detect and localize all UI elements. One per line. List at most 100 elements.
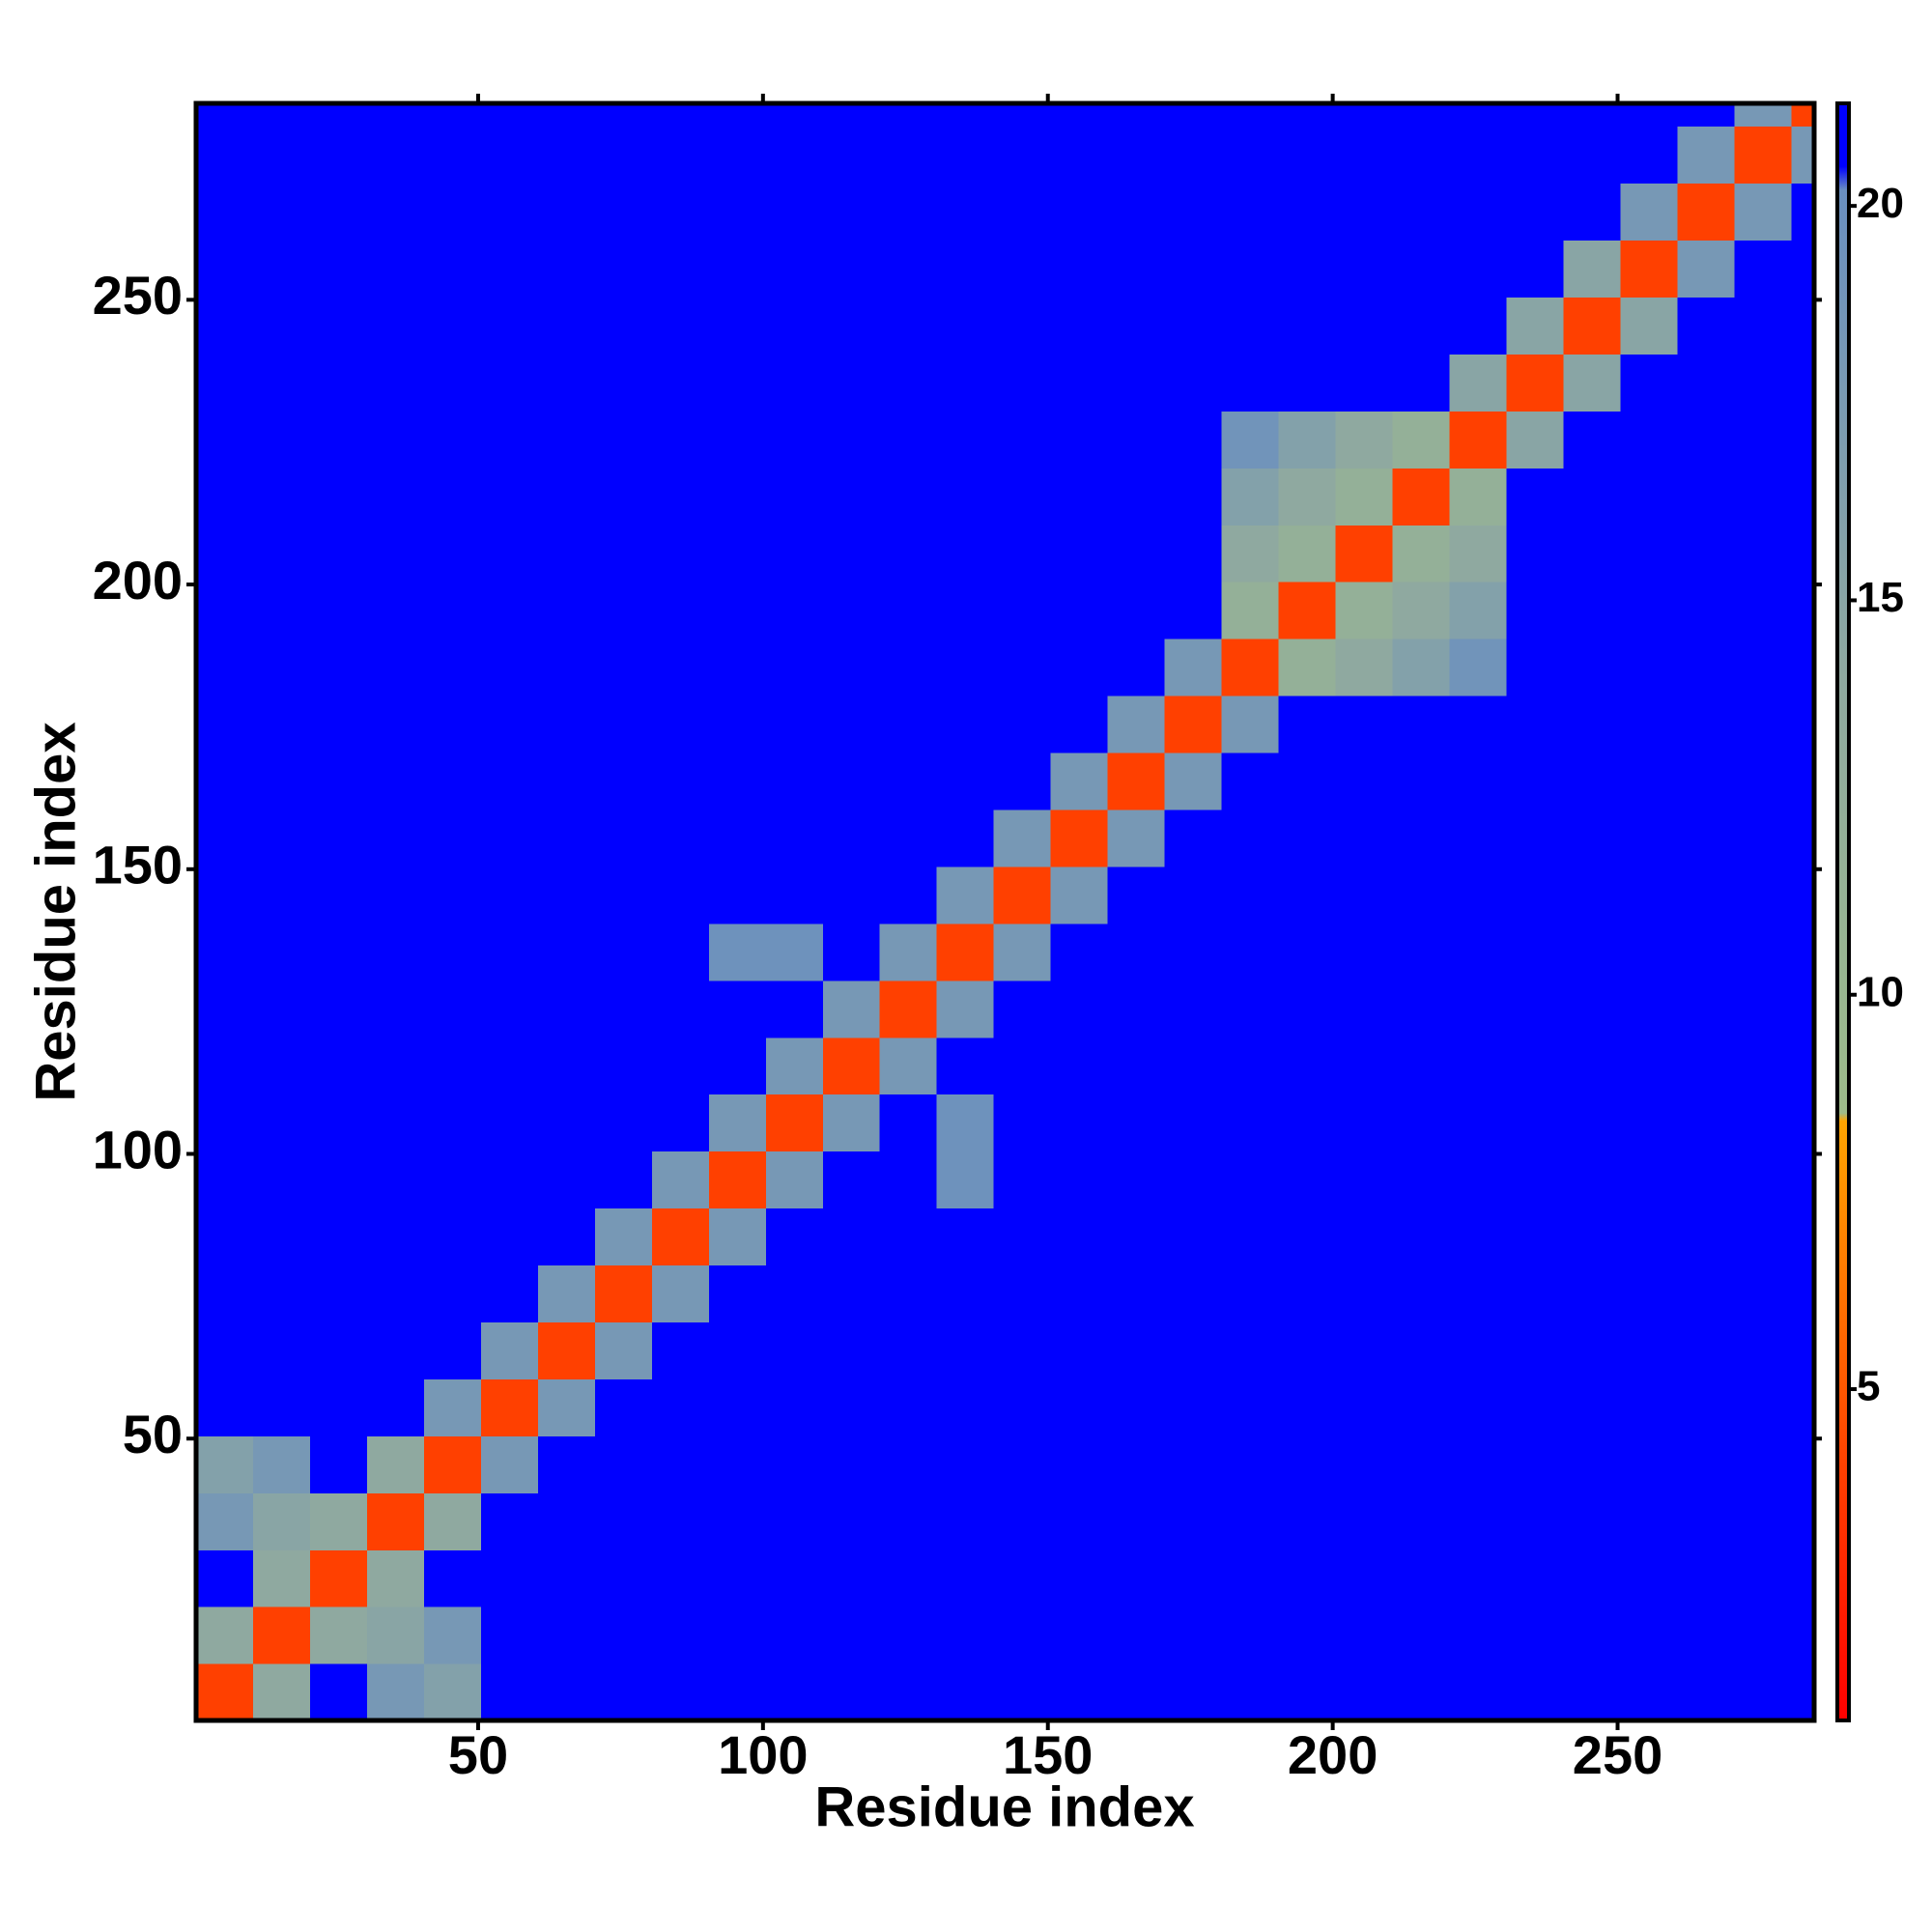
heat-cell [1563, 1492, 1622, 1550]
heat-cell [480, 411, 539, 469]
heat-cell [879, 752, 938, 810]
heat-cell [1791, 582, 1815, 639]
heat-cell [423, 980, 482, 1038]
heat-cell [1449, 1264, 1508, 1322]
heat-cell [1620, 1492, 1679, 1550]
heat-cell [1335, 1264, 1394, 1322]
heat-cell [765, 297, 824, 355]
heat-cell [765, 1094, 824, 1152]
heat-cell [537, 752, 596, 810]
x-tick-label: 150 [1003, 1724, 1093, 1785]
heat-cell [537, 1151, 596, 1209]
heat-cell [708, 411, 767, 469]
heat-cell [1734, 923, 1793, 981]
heat-cell [366, 1151, 425, 1209]
heat-cell [1221, 297, 1280, 355]
heat-cell [537, 183, 596, 242]
heat-cell [366, 1264, 425, 1322]
heat-cell [1677, 1378, 1736, 1436]
heat-cell [1563, 1435, 1622, 1493]
heat-cell [480, 1037, 539, 1095]
heat-cell [651, 1208, 710, 1266]
heat-cell [1506, 809, 1565, 867]
heat-cell [1620, 1094, 1679, 1152]
heat-cell [936, 809, 995, 867]
heat-cell [594, 103, 653, 128]
heat-cell [822, 1492, 881, 1550]
heat-cell [423, 354, 482, 412]
heat-cell [936, 411, 995, 469]
heat-cell [1335, 468, 1394, 526]
heat-cell [480, 103, 539, 128]
heat-cell [1506, 1492, 1565, 1550]
heat-cell [1335, 980, 1394, 1038]
heat-cell [1164, 980, 1223, 1038]
heat-cell [822, 1435, 881, 1493]
heat-cell [423, 240, 482, 298]
heat-cell [1107, 525, 1166, 582]
y-tick-label: 250 [93, 265, 183, 326]
heat-cell [1734, 1321, 1793, 1379]
heat-cell [1677, 1492, 1736, 1550]
heat-cell [480, 809, 539, 867]
heat-cell [879, 1151, 938, 1209]
heat-cell [708, 240, 767, 298]
heat-cell [1107, 1549, 1166, 1607]
heat-cell [480, 126, 539, 185]
heat-cell [1392, 752, 1451, 810]
heat-cell [423, 1321, 482, 1379]
heat-cell [879, 639, 938, 696]
heat-cell [1677, 1208, 1736, 1266]
heat-cell [252, 1037, 311, 1095]
heat-cell [651, 1492, 710, 1550]
heat-cell [1563, 752, 1622, 810]
heat-cell [708, 1264, 767, 1322]
heat-cell [1107, 126, 1166, 185]
heat-cell [252, 1435, 311, 1493]
heat-cell [708, 1094, 767, 1152]
heat-cell [651, 1606, 710, 1664]
y-axis-title: Residue index [24, 722, 87, 1101]
heat-cell [936, 1492, 995, 1550]
heat-cell [1734, 1037, 1793, 1095]
heat-cell [1164, 1321, 1223, 1379]
heat-cell [1563, 1208, 1622, 1266]
heat-cell [651, 639, 710, 696]
heat-cell [879, 468, 938, 526]
heat-cell [309, 1435, 368, 1493]
heat-cell [309, 1606, 368, 1664]
heat-cell [1449, 1549, 1508, 1607]
heat-cell [309, 1037, 368, 1095]
heat-cell [1791, 923, 1815, 981]
heat-cell [993, 1549, 1052, 1607]
heat-cell [936, 696, 995, 753]
heat-cell [1449, 1151, 1508, 1209]
heat-cell [1164, 468, 1223, 526]
heat-cell [252, 1321, 311, 1379]
heat-cell [1221, 354, 1280, 412]
heat-cell [936, 1264, 995, 1322]
heat-cell [1050, 866, 1109, 924]
heat-cell [1221, 752, 1280, 810]
heat-cell [765, 1208, 824, 1266]
heat-cell [1620, 1606, 1679, 1664]
heat-cell [1050, 1492, 1109, 1550]
heat-cell [366, 103, 425, 128]
heat-cell [1050, 582, 1109, 639]
heat-cell [1677, 297, 1736, 355]
heat-cell [309, 297, 368, 355]
heat-cell [423, 1663, 482, 1721]
heat-cell [1449, 809, 1508, 867]
heat-cell [651, 126, 710, 185]
heat-cell [1677, 1151, 1736, 1209]
heat-cell [1164, 411, 1223, 469]
heat-cell [537, 1663, 596, 1721]
heat-cell [196, 980, 254, 1038]
heat-cell [1392, 809, 1451, 867]
heat-cell [1563, 696, 1622, 753]
heat-cell [1221, 411, 1280, 469]
heat-cell [1221, 126, 1280, 185]
heat-cell [1620, 980, 1679, 1038]
